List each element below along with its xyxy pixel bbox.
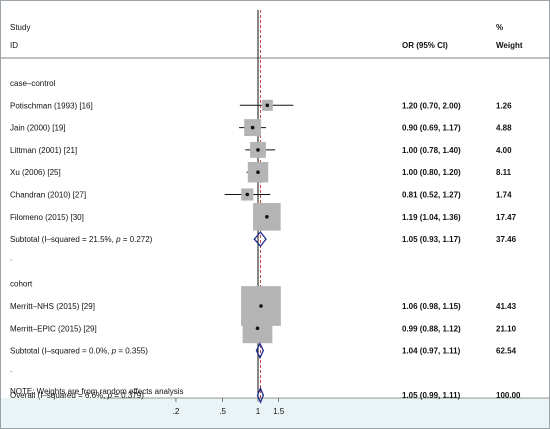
study-weight: 1.26 [496, 101, 512, 110]
subtotal-ci-text: 1.04 (0.97, 1.11) [402, 347, 461, 356]
overall-diamond [256, 386, 265, 404]
overall-ci-text: 1.05 (0.99, 1.11) [402, 391, 461, 400]
point-estimate [265, 215, 269, 219]
group-separator: . [10, 365, 12, 374]
study-ci-text: 1.19 (1.04, 1.36) [402, 213, 461, 222]
header-weight-pct: % [496, 23, 503, 32]
point-estimate [256, 170, 260, 174]
study-weight: 17.47 [496, 213, 517, 222]
study-weight: 41.43 [496, 302, 517, 311]
study-ci-text: 1.06 (0.98, 1.15) [402, 302, 461, 311]
footnote: NOTE: Weights are from random effects an… [10, 387, 184, 396]
study-weight: 8.11 [496, 168, 512, 177]
point-estimate [259, 304, 263, 308]
subtotal-label: Subtotal (I–squared = 0.0%, p = 0.355) [10, 347, 148, 356]
study-weight: 1.74 [496, 191, 512, 200]
header-id: ID [10, 41, 18, 50]
group-separator: . [10, 253, 12, 262]
x-tick-label: 1 [256, 407, 261, 416]
study-ci-text: 0.81 (0.52, 1.27) [402, 191, 461, 200]
study-label: Littman (2001) [21] [10, 146, 77, 155]
subtotal-ci-text: 1.05 (0.93, 1.17) [402, 235, 461, 244]
overall-label: Overall (I–squared = 6.6%, p = 0.379) [10, 391, 144, 400]
subtotal-label: Subtotal (I–squared = 21.5%, p = 0.272) [10, 235, 153, 244]
point-estimate [255, 326, 260, 331]
point-estimate [256, 148, 260, 152]
study-weight: 4.88 [496, 124, 512, 133]
group-label: cohort [10, 280, 33, 289]
study-ci-text: 1.00 (0.80, 1.20) [402, 168, 461, 177]
subtotal-diamond [253, 231, 267, 248]
study-ci-text: 0.99 (0.88, 1.12) [402, 324, 461, 333]
study-label: Merritt–NHS (2015) [29] [10, 302, 95, 311]
study-label: Jain (2000) [19] [10, 124, 66, 133]
study-weight: 21.10 [496, 324, 517, 333]
x-tick-label: .5 [219, 407, 226, 416]
header-weight: Weight [496, 41, 523, 50]
study-ci-text: 1.00 (0.78, 1.40) [402, 146, 461, 155]
point-estimate [245, 192, 250, 197]
study-label: Potischman (1993) [16] [10, 101, 93, 110]
point-estimate [250, 125, 255, 130]
study-label: Xu (2006) [25] [10, 168, 61, 177]
subtotal-weight: 62.54 [496, 347, 517, 356]
subtotal-weight: 37.46 [496, 235, 517, 244]
overall-weight: 100.00 [496, 391, 521, 400]
header-study: Study [10, 23, 30, 32]
x-tick-label: .2 [173, 407, 180, 416]
header-ci: OR (95% CI) [402, 41, 448, 50]
group-label: case–control [10, 79, 56, 88]
x-tick-label: 1.5 [273, 407, 285, 416]
study-weight: 4.00 [496, 146, 512, 155]
study-label: Filomeno (2015) [30] [10, 213, 84, 222]
axis-band [1, 398, 549, 428]
study-ci-text: 1.20 (0.70, 2.00) [402, 101, 461, 110]
study-label: Merritt–EPIC (2015) [29] [10, 324, 97, 333]
subtotal-diamond [255, 342, 265, 360]
study-ci-text: 0.90 (0.69, 1.17) [402, 124, 461, 133]
study-label: Chandran (2010) [27] [10, 191, 86, 200]
point-estimate [265, 103, 270, 108]
